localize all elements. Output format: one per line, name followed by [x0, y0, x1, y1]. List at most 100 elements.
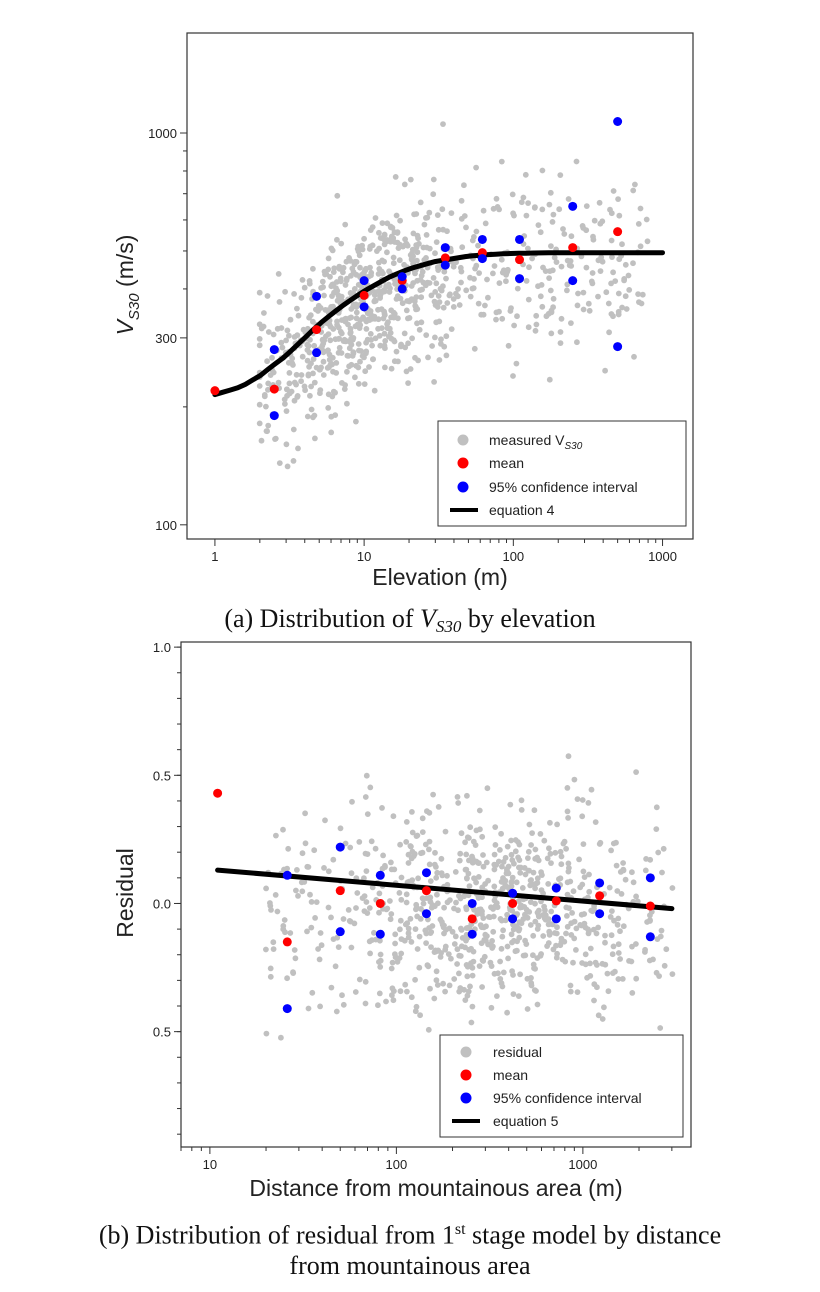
chart-b-residual-point — [558, 853, 565, 860]
chart-b-residual-point — [457, 850, 464, 857]
chart-b-residual-point — [426, 838, 433, 845]
chart-b-residual-point — [392, 954, 399, 961]
chart-a-measured-point — [348, 361, 355, 368]
chart-b-residual-point — [602, 932, 608, 939]
chart-a-measured-point — [340, 269, 346, 276]
chart-a-measured-point — [436, 318, 443, 325]
chart-a-measured-point — [274, 325, 281, 332]
chart-a-measured-point — [389, 224, 396, 231]
chart-a-measured-point — [264, 293, 271, 299]
chart-a-measured-point — [313, 364, 320, 371]
chart-a-measured-point — [610, 188, 617, 194]
chart-b-residual-point — [547, 850, 554, 857]
chart-b-residual-point — [476, 963, 483, 969]
chart-a-measured-point — [504, 266, 511, 273]
chart-a-measured-point — [463, 287, 470, 294]
chart-b-residual-point — [417, 1012, 423, 1019]
chart-b-residual-point — [285, 845, 292, 852]
chart-a-measured-point — [289, 360, 296, 367]
chart-a-mean-point — [210, 386, 220, 396]
chart-b-residual-point — [669, 885, 676, 891]
chart-a-measured-point — [409, 246, 416, 253]
chart-a-measured-point — [585, 300, 592, 307]
chart-a-measured-point — [568, 233, 575, 240]
chart-a-measured-point — [566, 262, 573, 269]
chart-a-measured-point — [411, 298, 418, 305]
chart-b-residual-point — [567, 988, 574, 995]
chart-a-measured-point — [415, 235, 421, 242]
chart-b-plot-frame — [180, 641, 692, 1148]
chart-b-residual-point — [643, 856, 649, 862]
chart-a-measured-point — [402, 344, 409, 351]
chart-b-residual-point — [433, 874, 440, 881]
chart-b-residual-point — [518, 902, 524, 909]
chart-a-measured-point — [284, 327, 291, 334]
chart-b-residual-point — [446, 925, 453, 932]
chart-a-measured-point — [358, 348, 364, 354]
chart-b-residual-point — [462, 866, 469, 873]
chart-a-measured-point — [321, 292, 327, 299]
chart-b-residual-point — [565, 753, 572, 760]
chart-b-residual-point — [380, 852, 386, 859]
chart-b-residual-point — [308, 899, 315, 905]
chart-a-measured-point — [362, 368, 369, 375]
chart-b-residual-point — [614, 888, 621, 894]
chart-b-residual-point — [504, 843, 511, 850]
chart-a-measured-point — [370, 356, 376, 363]
chart-a-measured-point — [310, 265, 316, 272]
chart-a-measured-point — [429, 343, 435, 349]
chart-b-residual-point — [629, 990, 636, 996]
chart-b-residual-point — [515, 993, 522, 999]
chart-b-residual-point — [263, 885, 269, 892]
chart-b-residual-point — [467, 983, 473, 990]
chart-b-residual-point — [317, 1003, 323, 1010]
chart-b-residual-point — [592, 819, 599, 825]
chart-b-residual-point — [628, 958, 635, 965]
chart-b-residual-point — [633, 769, 639, 775]
chart-a-measured-point — [418, 272, 425, 279]
chart-b-residual-point — [407, 915, 414, 922]
chart-b-residual-point — [518, 920, 525, 927]
chart-a-measured-point — [357, 317, 363, 323]
chart-a-ci-lower-point — [269, 411, 279, 421]
chart-a-measured-point — [421, 221, 428, 228]
chart-b-residual-point — [455, 800, 462, 806]
chart-b-ci-lower-point — [595, 909, 605, 919]
chart-b-residual-point — [462, 839, 468, 846]
chart-b-residual-point — [330, 856, 337, 863]
chart-b-mean-point — [213, 788, 223, 798]
chart-a-measured-point — [410, 230, 417, 237]
chart-a-measured-point — [493, 195, 500, 202]
chart-a-measured-point — [353, 304, 360, 310]
chart-a-measured-point — [383, 283, 389, 290]
chart-a-measured-point — [568, 320, 574, 326]
chart-b-residual-point — [615, 941, 622, 948]
chart-b-residual-point — [437, 916, 444, 923]
chart-b-residual-point — [508, 931, 515, 938]
chart-a-measured-point — [336, 263, 343, 270]
chart-b-residual-point — [419, 815, 426, 822]
chart-a-measured-point — [595, 293, 601, 300]
chart-b-residual-point — [433, 968, 440, 975]
chart-b-residual-point — [462, 997, 469, 1003]
chart-b-residual-point — [287, 930, 294, 936]
chart-a-measured-point — [391, 311, 398, 317]
chart-b-residual-point — [534, 854, 540, 861]
chart-b-residual-point — [549, 921, 556, 928]
chart-b-residual-point — [597, 839, 604, 846]
chart-b-residual-point — [514, 947, 520, 954]
chart-b-residual-point — [438, 870, 445, 876]
chart-a-measured-point — [329, 247, 336, 254]
chart-b-residual-point — [470, 838, 477, 845]
chart-b-residual-point — [590, 926, 597, 933]
chart-a-measured-point — [368, 272, 374, 279]
chart-a-measured-point — [298, 378, 304, 385]
chart-a-measured-point — [461, 182, 467, 189]
chart-b-ci-lower-point — [467, 929, 477, 939]
chart-a-legend: measured VS30 mean 95% confidence interv… — [437, 420, 687, 527]
chart-b-ci-lower-point — [508, 914, 518, 924]
chart-b-residual-point — [375, 1002, 381, 1009]
chart-b-ci-lower-point — [282, 1004, 292, 1014]
chart-a-measured-point — [475, 242, 481, 249]
chart-a-measured-point — [467, 274, 473, 281]
